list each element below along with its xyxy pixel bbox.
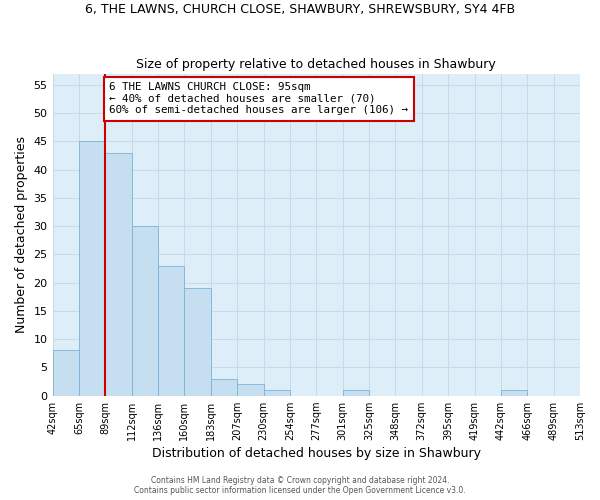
Bar bbox=[158, 266, 184, 396]
Bar bbox=[343, 390, 369, 396]
Bar bbox=[105, 152, 131, 396]
Bar bbox=[79, 142, 105, 396]
Bar bbox=[131, 226, 158, 396]
Bar bbox=[53, 350, 79, 396]
Bar bbox=[501, 390, 527, 396]
Bar bbox=[237, 384, 263, 396]
Text: 6, THE LAWNS, CHURCH CLOSE, SHAWBURY, SHREWSBURY, SY4 4FB: 6, THE LAWNS, CHURCH CLOSE, SHAWBURY, SH… bbox=[85, 2, 515, 16]
X-axis label: Distribution of detached houses by size in Shawbury: Distribution of detached houses by size … bbox=[152, 447, 481, 460]
Text: 6 THE LAWNS CHURCH CLOSE: 95sqm
← 40% of detached houses are smaller (70)
60% of: 6 THE LAWNS CHURCH CLOSE: 95sqm ← 40% of… bbox=[109, 82, 408, 115]
Title: Size of property relative to detached houses in Shawbury: Size of property relative to detached ho… bbox=[136, 58, 496, 71]
Bar bbox=[263, 390, 290, 396]
Bar bbox=[184, 288, 211, 396]
Bar bbox=[211, 378, 237, 396]
Y-axis label: Number of detached properties: Number of detached properties bbox=[15, 136, 28, 333]
Text: Contains HM Land Registry data © Crown copyright and database right 2024.
Contai: Contains HM Land Registry data © Crown c… bbox=[134, 476, 466, 495]
